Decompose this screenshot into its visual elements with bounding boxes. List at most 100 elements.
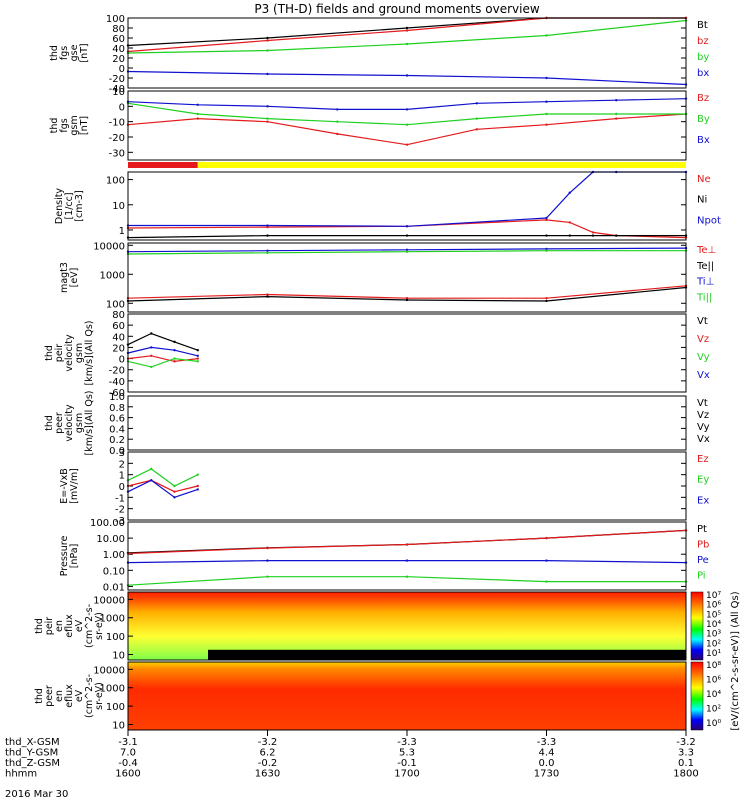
data-point-Vt bbox=[173, 340, 176, 344]
colorbar-tick-label: 10⁷ bbox=[706, 591, 721, 601]
data-point-Npot bbox=[545, 216, 548, 220]
data-point-Ez bbox=[196, 484, 199, 488]
xaxis-value: 0.1 bbox=[678, 758, 694, 769]
xaxis-value: 4.4 bbox=[539, 748, 555, 759]
ytick-label: 100 bbox=[106, 632, 125, 643]
data-point-By bbox=[196, 112, 199, 116]
ytick-label: 0 bbox=[119, 64, 125, 75]
data-point-Ni bbox=[545, 234, 548, 237]
legend-label: Vz bbox=[697, 334, 709, 345]
data-point-Ni bbox=[615, 234, 618, 237]
data-point-Bz bbox=[475, 128, 478, 131]
data-point-by bbox=[545, 34, 548, 37]
series-line-By bbox=[127, 102, 686, 126]
ylabel-line: velocity bbox=[64, 404, 75, 442]
ytick-label: 100.00 bbox=[90, 518, 125, 529]
legend-label: Pb bbox=[697, 540, 709, 551]
ylabel-line: E=-VxB bbox=[59, 468, 70, 503]
ytick-label: 0.4 bbox=[109, 424, 125, 435]
ylabel-line: eV bbox=[74, 619, 85, 632]
data-point-Vy bbox=[173, 357, 176, 360]
series-line-Ex bbox=[127, 479, 198, 498]
legend-label: bz bbox=[697, 36, 709, 47]
ytick-label: 0.6 bbox=[109, 414, 125, 425]
ytick-label: 10 bbox=[112, 87, 125, 98]
ylabel-line: [cm-3] bbox=[74, 190, 85, 221]
heatmap-fill-region bbox=[208, 649, 686, 660]
ylabel-line: [eV] bbox=[69, 268, 80, 288]
data-point-Ne bbox=[568, 221, 571, 224]
data-point-Ni bbox=[405, 234, 409, 237]
data-point-Npot bbox=[405, 225, 409, 228]
data-point-Ey bbox=[150, 467, 153, 471]
data-point-Ni bbox=[568, 234, 571, 237]
series-line-Pb bbox=[127, 529, 687, 555]
mode-segment-0 bbox=[128, 162, 198, 168]
ytick-label: 1.0 bbox=[109, 392, 125, 403]
legend-label: Pi bbox=[697, 571, 706, 582]
ylabel-line: eflux bbox=[64, 684, 75, 708]
xaxis-value: 1600 bbox=[115, 769, 140, 780]
series-line-Bx bbox=[127, 98, 687, 111]
data-point-By bbox=[545, 112, 548, 116]
data-point-Ti⊥ bbox=[545, 247, 548, 251]
data-point-Bx bbox=[405, 108, 409, 111]
data-point-Bx bbox=[545, 100, 548, 103]
ylabel-line: thd bbox=[34, 688, 45, 704]
data-point-bx bbox=[405, 74, 409, 77]
data-point-By bbox=[475, 117, 478, 120]
legend-label: Vt bbox=[697, 398, 708, 409]
xaxis-value: -3.3 bbox=[537, 737, 557, 748]
legend-label: Ne bbox=[697, 174, 711, 185]
data-point-Pb bbox=[545, 536, 548, 540]
colorbar-tick-label: 10⁴ bbox=[706, 690, 721, 700]
colorbar-tick-label: 10² bbox=[706, 639, 721, 649]
ylabel-line: [km/s](All Qs) bbox=[84, 391, 95, 456]
data-point-Ni bbox=[266, 234, 269, 237]
chart-title: P3 (TH-D) fields and ground moments over… bbox=[254, 2, 539, 16]
ytick-label: 100 bbox=[106, 176, 125, 187]
ytick-label: -20 bbox=[109, 366, 125, 377]
data-point-Npot bbox=[568, 191, 571, 194]
data-point-Vx bbox=[150, 346, 153, 349]
data-point-Bz bbox=[336, 132, 339, 136]
data-point-By bbox=[405, 123, 409, 126]
ytick-label: 20 bbox=[112, 54, 125, 65]
x-axis-block: thd_X-GSM -3.1 -3.2 -3.3 -3.3 -3.2 thd_Y-GSM 7.… bbox=[5, 730, 699, 780]
series-line-Vx bbox=[127, 346, 198, 357]
colorbar-tick-label: 10⁴ bbox=[706, 620, 721, 630]
heatmap-image bbox=[128, 592, 686, 660]
data-point-Pb bbox=[405, 543, 409, 546]
ylabel-line: (cm^2-s- bbox=[84, 604, 95, 648]
data-point-Pe bbox=[266, 559, 269, 562]
legend-label: Bt bbox=[697, 20, 708, 31]
data-point-bz bbox=[405, 29, 409, 32]
ylabel-line: peer bbox=[54, 412, 65, 434]
colorbar-tick-label: 10⁸ bbox=[706, 661, 721, 671]
data-point-By bbox=[266, 117, 269, 120]
panel-peer-eflux: 10000 1000 100 10 10⁸ 10⁶ 10⁴ 10² 10⁰ [eV/(cm^2-s… bbox=[34, 591, 741, 731]
ytick-label: 0.2 bbox=[109, 435, 125, 446]
series-line-bx bbox=[127, 70, 687, 86]
panel-frame bbox=[127, 90, 687, 161]
xaxis-value: 1700 bbox=[394, 769, 419, 780]
ylabel-line: [nT] bbox=[79, 116, 90, 135]
panel-fgs-gsm: 10 0 -10 -20 -30 Bz By Bx thd fgs gsm [nT] bbox=[49, 87, 710, 161]
data-point-Ti|| bbox=[405, 250, 409, 253]
ylabel-line: Density bbox=[54, 188, 65, 224]
ytick-label: 80 bbox=[112, 24, 125, 35]
ylabel-line: Pressure bbox=[59, 536, 70, 577]
panel-pressure: 100.00 10.00 1.00 0.10 0.01 Pt Pb Pe Pi Pressure[… bbox=[59, 518, 709, 593]
ytick-label: 10 bbox=[112, 201, 125, 212]
data-point-Ti|| bbox=[266, 251, 269, 255]
ylabel-line: [nT] bbox=[79, 43, 90, 62]
xaxis-value: 0.0 bbox=[539, 758, 555, 769]
data-point-Ti⊥ bbox=[405, 248, 409, 251]
data-point-Ez bbox=[173, 490, 176, 493]
ylabel-line: [mV/m] bbox=[69, 468, 80, 504]
data-point-Pe bbox=[405, 559, 409, 562]
